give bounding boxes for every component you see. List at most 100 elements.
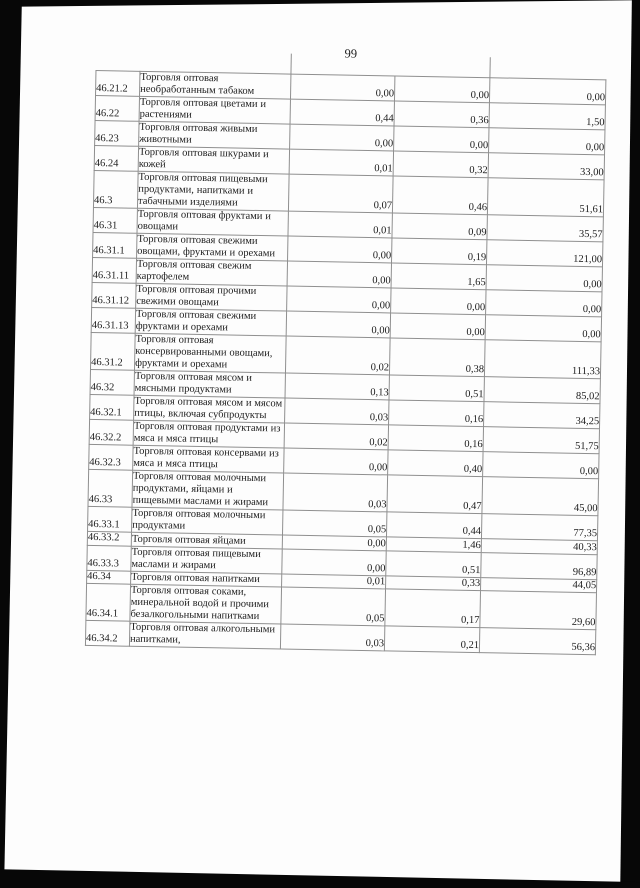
value-cell: 0,02: [284, 423, 389, 450]
code-cell: 46.32.1: [89, 394, 135, 421]
code-cell: 46.31.2: [90, 332, 136, 371]
code-cell: 46.34: [86, 570, 131, 585]
value-cell: 0,00: [394, 75, 490, 103]
description-cell: Торговля оптовая соками, минеральной вод…: [129, 584, 282, 624]
value-cell: 0,51: [385, 550, 482, 578]
value-cell: 0,00: [390, 287, 487, 315]
value-cell: 0,03: [284, 398, 389, 425]
code-cell: 46.33.3: [86, 545, 132, 572]
value-cell: 0,00: [283, 448, 389, 475]
value-cell: 0,00: [489, 77, 606, 105]
description-cell: Торговля оптовая молочными продуктами, я…: [131, 470, 284, 511]
value-cell: 0,00: [393, 125, 489, 153]
value-cell: 0,01: [289, 149, 394, 176]
value-cell: 0,03: [280, 623, 385, 651]
value-cell: 0,05: [280, 586, 386, 626]
value-cell: 0,21: [384, 625, 480, 653]
value-cell: 0,00: [287, 261, 392, 288]
page-content: 99 46.21.2 Торговля оптовая необработанны…: [85, 42, 606, 655]
value-cell: 0,32: [393, 150, 489, 178]
description-cell: Торговля оптовая свежим картофелем: [136, 258, 288, 287]
value-cell: 33,00: [488, 152, 605, 180]
value-cell: 0,00: [290, 74, 395, 101]
value-cell: 0,47: [386, 474, 483, 514]
value-cell: 0,44: [386, 511, 482, 539]
description-cell: Торговля оптовая живыми животными: [138, 121, 291, 150]
code-cell: 46.32.2: [89, 419, 134, 446]
value-cell: 0,09: [391, 212, 488, 240]
description-cell: Торговля оптовая цветами и растениями: [139, 96, 291, 125]
value-cell: 0,44: [290, 99, 395, 126]
value-cell: 77,35: [481, 513, 598, 541]
value-cell: 34,25: [483, 401, 600, 429]
table-continuation-line: [489, 57, 491, 79]
value-cell: 0,00: [281, 548, 387, 576]
description-cell: Торговля оптовая свежими фруктами и орех…: [135, 308, 287, 337]
value-cell: 51,61: [487, 177, 605, 217]
description-cell: Торговля оптовая необработанным табаком: [139, 71, 291, 100]
code-cell: 46.21.2: [95, 70, 140, 97]
description-cell: Торговля оптовая консервированными овоща…: [134, 333, 287, 374]
description-cell: Торговля оптовая молочными продуктами: [131, 507, 283, 536]
value-cell: 85,02: [483, 376, 601, 404]
description-cell: Торговля оптовая пищевыми продуктами, на…: [137, 171, 290, 212]
code-cell: 46.33.1: [87, 506, 132, 533]
value-cell: 1,65: [391, 262, 487, 290]
description-cell: Торговля оптовая продуктами из мяса и мя…: [133, 420, 285, 449]
value-cell: 0,19: [391, 237, 487, 265]
description-cell: Торговля оптовая шкурами и кожей: [138, 146, 290, 175]
value-cell: 0,03: [282, 473, 388, 512]
table-continuation-line: [290, 53, 292, 75]
value-cell: 0,00: [485, 314, 602, 342]
scan-border-right: [620, 0, 640, 888]
code-cell: 46.34.2: [85, 620, 130, 647]
description-cell: Торговля оптовая фруктами и овощами: [137, 208, 289, 237]
value-cell: 0,00: [488, 127, 605, 155]
value-cell: 0,36: [394, 100, 490, 128]
code-cell: 46.24: [94, 145, 139, 172]
value-cell: 0,16: [388, 399, 484, 427]
value-cell: 0,02: [285, 336, 391, 375]
description-cell: Торговля оптовая мясом и мясом птицы, вк…: [133, 395, 286, 424]
value-cell: 0,00: [482, 451, 600, 479]
value-cell: 35,57: [486, 214, 604, 242]
value-cell: 0,46: [392, 175, 489, 215]
code-cell: 46.31.1: [92, 232, 138, 259]
description-cell: Торговля оптовая пищевыми маслами и жира…: [130, 546, 283, 574]
code-cell: 46.31.13: [91, 307, 136, 334]
value-cell: 1,50: [488, 102, 606, 130]
code-cell: 46.3: [93, 170, 139, 209]
value-cell: 0,17: [384, 588, 481, 628]
value-cell: 0,38: [389, 337, 486, 377]
value-cell: 111,33: [484, 339, 602, 379]
value-cell: 0,13: [285, 373, 390, 400]
value-cell: 0,05: [282, 510, 387, 537]
value-cell: 45,00: [481, 476, 599, 516]
code-cell: 46.31.12: [91, 282, 137, 309]
value-cell: 96,89: [480, 552, 598, 580]
value-cell: 0,16: [388, 424, 484, 452]
scan-border-bottom: [0, 869, 640, 888]
code-cell: 46.33: [87, 469, 133, 508]
value-cell: 0,40: [387, 449, 484, 477]
value-cell: 0,00: [486, 264, 603, 292]
description-cell: Торговля оптовая прочими свежими овощами: [135, 283, 288, 312]
page-number: 99: [344, 46, 358, 61]
value-cell: 56,36: [479, 627, 596, 655]
code-cell: 46.23: [94, 120, 140, 147]
value-cell: 0,00: [289, 124, 395, 151]
value-cell: 0,07: [288, 174, 394, 213]
value-cell: 0,00: [286, 311, 391, 338]
value-cell: 0,51: [388, 374, 485, 402]
description-cell: Торговля оптовая консервами из мяса и мя…: [132, 445, 285, 474]
code-cell: 46.22: [95, 95, 140, 122]
description-cell: Торговля оптовая алкогольными напитками,: [129, 621, 281, 649]
value-cell: 29,60: [479, 590, 597, 630]
code-cell: 46.31.11: [92, 257, 137, 284]
code-cell: 46.32: [90, 369, 135, 396]
value-cell: 0,00: [286, 286, 392, 313]
value-cell: 0,00: [390, 312, 486, 340]
value-cell: 0,01: [287, 211, 393, 238]
code-cell: 46.32.3: [88, 444, 134, 471]
